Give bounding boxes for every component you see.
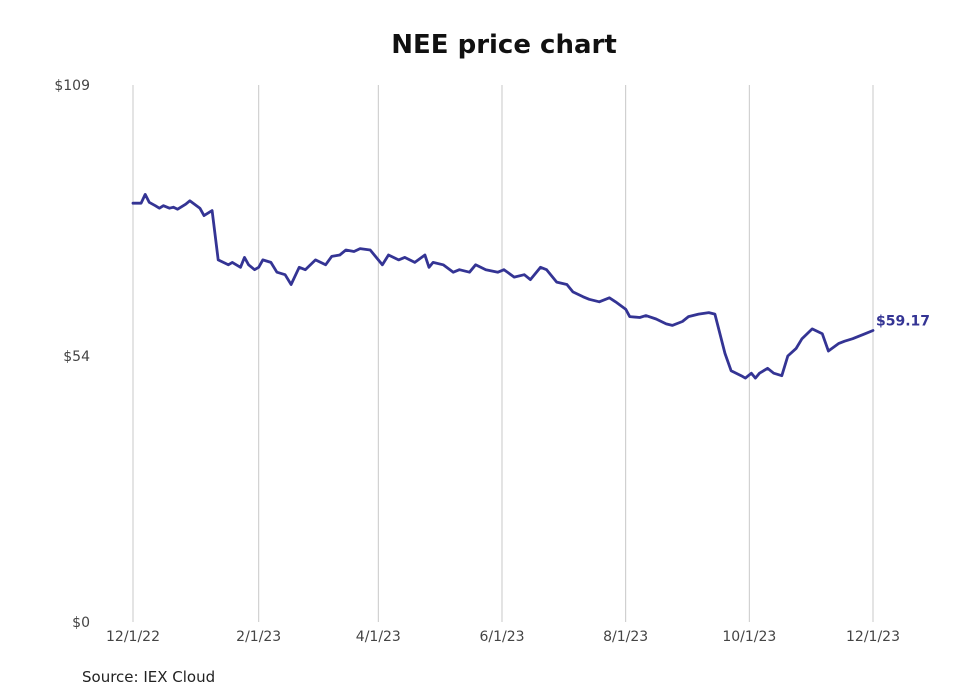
last-price-label: $59.17: [876, 313, 930, 329]
x-tick-label: 8/1/23: [603, 629, 648, 645]
x-tick-label: 12/1/22: [106, 629, 160, 645]
y-tick-label: $0: [72, 615, 90, 631]
y-axis-ticks: $0 $54 $109: [54, 78, 90, 631]
y-tick-label: $109: [54, 78, 90, 94]
x-tick-label: 2/1/23: [236, 629, 281, 645]
gridlines: [132, 85, 874, 622]
x-tick-label: 12/1/23: [846, 629, 900, 645]
y-tick-label: $54: [63, 349, 90, 365]
x-tick-label: 10/1/23: [722, 629, 776, 645]
source-note: Source: IEX Cloud: [82, 668, 216, 686]
x-axis-ticks: 12/1/22 2/1/23 4/1/23 6/1/23 8/1/23 10/1/23 12…: [106, 629, 900, 645]
chart-title: NEE price chart: [391, 30, 617, 60]
x-tick-label: 6/1/23: [479, 629, 524, 645]
price-series-line: [131, 193, 875, 380]
x-tick-label: 4/1/23: [356, 629, 401, 645]
